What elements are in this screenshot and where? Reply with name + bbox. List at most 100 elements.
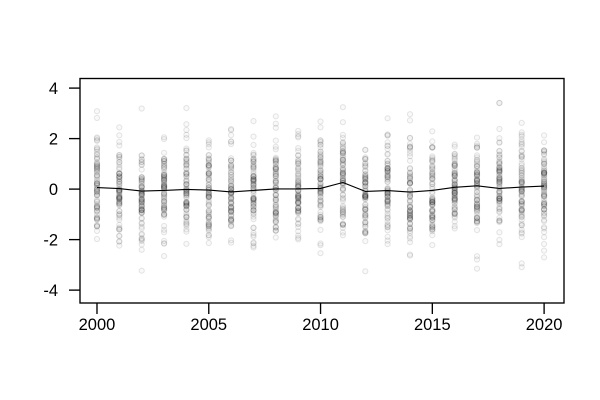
data-point <box>272 203 279 210</box>
data-point <box>384 193 391 200</box>
data-point <box>183 187 190 194</box>
data-point <box>473 184 481 191</box>
data-point <box>406 157 414 164</box>
data-point <box>183 189 190 196</box>
data-point <box>384 198 391 205</box>
data-point <box>228 209 235 216</box>
data-point <box>339 156 346 164</box>
data-point <box>116 178 123 185</box>
data-point <box>362 162 369 169</box>
data-point <box>518 178 525 185</box>
data-point <box>518 179 525 186</box>
data-point <box>429 197 436 204</box>
data-point <box>250 181 257 189</box>
data-point <box>406 215 414 222</box>
data-point <box>228 204 235 211</box>
data-point <box>116 186 123 194</box>
data-point <box>541 184 548 191</box>
data-point <box>473 214 481 221</box>
data-point <box>429 216 436 223</box>
data-point <box>541 192 548 200</box>
data-point <box>496 217 503 224</box>
data-point <box>473 206 481 213</box>
data-point <box>93 180 101 187</box>
data-point <box>362 214 369 221</box>
data-point <box>339 170 346 177</box>
data-point <box>250 178 257 185</box>
data-point <box>183 135 190 142</box>
data-point <box>473 163 481 170</box>
data-point <box>496 197 503 205</box>
data-point <box>362 192 369 199</box>
data-point <box>429 196 436 203</box>
data-point <box>429 158 436 165</box>
data-point <box>93 189 101 196</box>
data-point <box>93 179 101 186</box>
data-point <box>250 133 257 140</box>
y-tick-label: -4 <box>43 282 58 300</box>
data-point <box>362 160 369 167</box>
data-point <box>317 155 324 162</box>
data-point <box>496 139 503 146</box>
data-point <box>496 195 503 202</box>
data-point <box>228 189 235 196</box>
data-point <box>228 192 235 199</box>
data-point <box>429 183 436 191</box>
data-point <box>205 137 212 144</box>
data-point <box>518 153 525 160</box>
data-point <box>362 160 369 167</box>
data-point <box>250 175 257 183</box>
data-point <box>116 196 123 203</box>
data-point <box>250 118 257 125</box>
data-point <box>518 220 525 227</box>
data-point <box>295 193 302 200</box>
data-point <box>205 152 212 159</box>
data-point <box>161 174 168 182</box>
data-point <box>116 226 123 233</box>
data-point <box>228 217 235 224</box>
data-point <box>496 139 503 146</box>
data-point <box>473 165 481 172</box>
data-point <box>541 192 548 199</box>
data-point <box>541 183 548 191</box>
data-point <box>93 187 101 194</box>
data-point <box>451 177 458 184</box>
data-point <box>228 172 235 179</box>
data-point <box>384 175 391 182</box>
data-point <box>228 195 235 202</box>
data-point <box>183 200 190 207</box>
data-point <box>406 252 414 259</box>
data-point <box>451 197 458 204</box>
data-point <box>541 181 548 188</box>
data-point <box>429 171 436 178</box>
data-point <box>228 215 235 222</box>
data-point <box>451 170 458 177</box>
data-point <box>384 176 391 183</box>
data-point <box>183 147 190 154</box>
data-point <box>317 118 324 125</box>
data-point <box>429 179 436 186</box>
data-point <box>339 143 346 150</box>
data-point <box>295 175 302 182</box>
data-point <box>116 208 123 215</box>
data-point <box>362 174 369 181</box>
data-point <box>541 169 548 176</box>
data-point <box>183 213 190 221</box>
data-point <box>317 175 324 182</box>
data-point <box>384 164 391 171</box>
data-point <box>161 179 168 186</box>
data-point <box>228 127 235 134</box>
data-point <box>496 161 503 168</box>
data-point <box>362 203 369 210</box>
data-point <box>272 184 279 191</box>
data-point <box>138 206 145 213</box>
data-point <box>518 185 525 192</box>
data-point <box>93 222 101 230</box>
data-point <box>272 227 279 234</box>
data-point <box>228 196 235 203</box>
data-point <box>138 156 145 163</box>
data-point <box>183 161 190 169</box>
data-point <box>429 181 436 188</box>
data-point <box>205 209 212 216</box>
data-point <box>250 197 257 204</box>
